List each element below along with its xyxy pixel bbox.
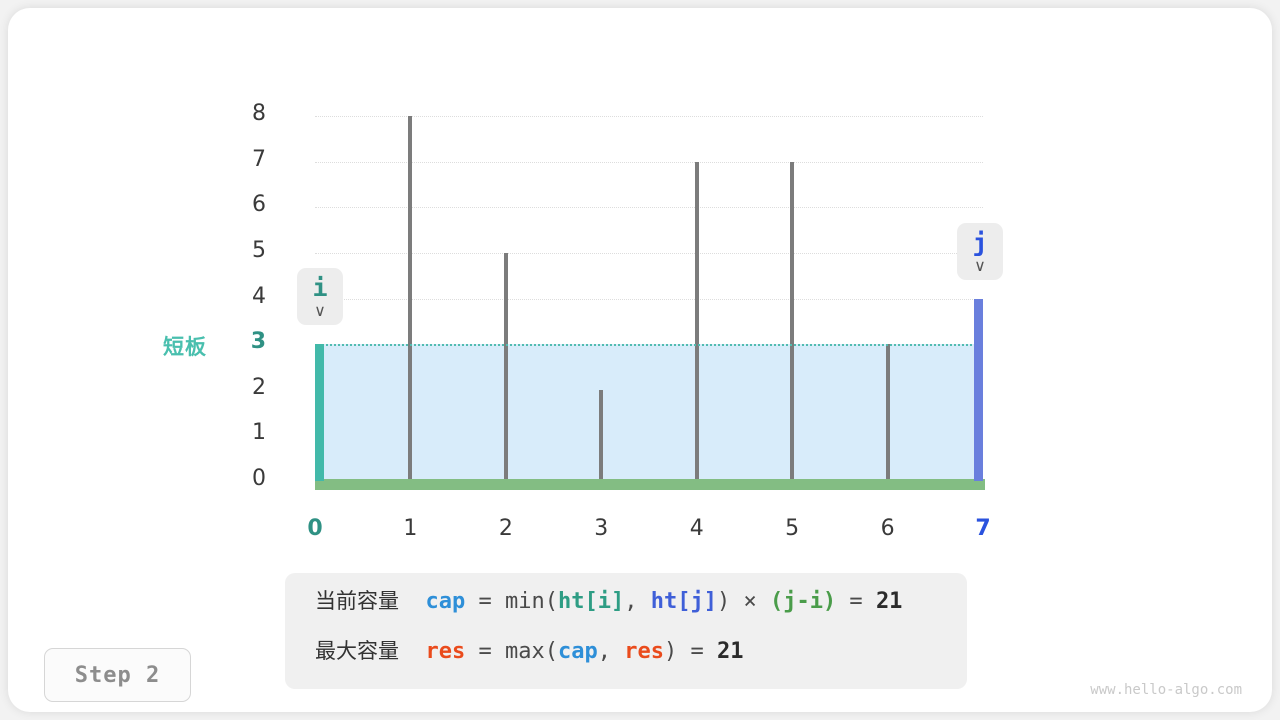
formula-line2-comma: , [597,639,625,664]
formula-line2-close: ) [663,639,678,664]
pointer-i-arrow-icon: ∨ [314,301,326,321]
y-tick-1: 1 [252,420,266,446]
bar-1 [408,116,413,481]
formula-line1-eq1: = [465,589,505,614]
formula-line-capacity: 当前容量 cap = min(ht[i], ht[j]) × (j-i) = 2… [315,591,967,613]
watermark: www.hello-algo.com [1090,682,1242,698]
formula-line2-res2: res [624,639,664,664]
visualization-card: 0 1 2 3 4 5 6 7 8 短板 0 1 2 3 4 5 6 7 i ∨ j ∨ 当前容量 cap =… [8,8,1272,712]
formula-line-max: 最大容量 res = max(cap, res) = 21 [315,641,967,663]
gridline [315,298,983,300]
y-tick-0: 0 [252,466,266,491]
water-rect [315,344,983,481]
pointer-badge-i: i ∨ [297,268,343,326]
y-tick-7: 7 [252,146,266,172]
formula-line1-times: × [730,589,770,614]
formula-line2-res: res [425,639,466,664]
x-tick-0: 0 [307,516,323,541]
formula-line1-comma: , [624,589,651,614]
x-tick-5: 5 [785,516,800,541]
formula-line2-space1 [399,639,426,664]
bar-2 [503,252,508,481]
x-tick-2: 2 [498,516,513,541]
formula-panel: 当前容量 cap = min(ht[i], ht[j]) × (j-i) = 2… [285,573,967,689]
y-tick-3: 3 [250,329,266,355]
y-tick-4: 4 [252,283,266,309]
x-tick-3: 3 [594,516,609,541]
y-tick-2: 2 [252,374,266,400]
waterline-rule [315,344,983,347]
bar-4 [694,161,699,481]
chart-plot-area [315,116,985,490]
formula-line1-ji: (j-i) [769,589,837,614]
formula-line1-prefix: 当前容量 [315,589,399,613]
gridline [315,116,983,117]
formula-line2-eq2: = [677,639,717,664]
ground-rect [315,479,985,490]
pointer-j-label: j [972,227,988,257]
formula-line1-close: ) [716,589,731,614]
formula-line1-min: min( [505,589,558,614]
short-board-annotation: 短板 [163,335,207,360]
y-tick-5: 5 [252,237,266,263]
formula-line2-prefix: 最大容量 [315,639,399,663]
pointer-badge-j: j ∨ [957,222,1003,280]
formula-line2-eq1: = [465,639,505,664]
gridline [315,252,983,254]
bar-5 [790,161,795,481]
formula-line2-max: max( [505,639,558,664]
bar-7 [974,298,983,481]
formula-line1-htj: ht[j] [650,589,717,614]
gridline [315,207,983,209]
formula-line2-value: 21 [716,639,744,664]
bar-3 [599,389,604,481]
y-tick-6: 6 [252,192,266,218]
x-tick-6: 6 [880,516,895,541]
formula-line1-eq2: = [836,589,876,614]
x-tick-1: 1 [403,516,418,541]
formula-line1-value: 21 [875,589,903,614]
formula-line2-cap: cap [557,639,598,664]
formula-line1-space1 [399,589,426,614]
bar-6 [885,344,890,481]
gridline [315,161,983,163]
bar-0 [315,344,324,481]
x-tick-4: 4 [689,516,704,541]
y-tick-8: 8 [252,101,266,126]
formula-line1-cap: cap [425,589,466,614]
pointer-i-label: i [312,273,328,303]
pointer-j-arrow-icon: ∨ [974,255,986,275]
step-badge: Step 2 [44,648,191,702]
x-tick-7: 7 [975,516,991,541]
formula-line1-hti: ht[i] [557,589,625,614]
